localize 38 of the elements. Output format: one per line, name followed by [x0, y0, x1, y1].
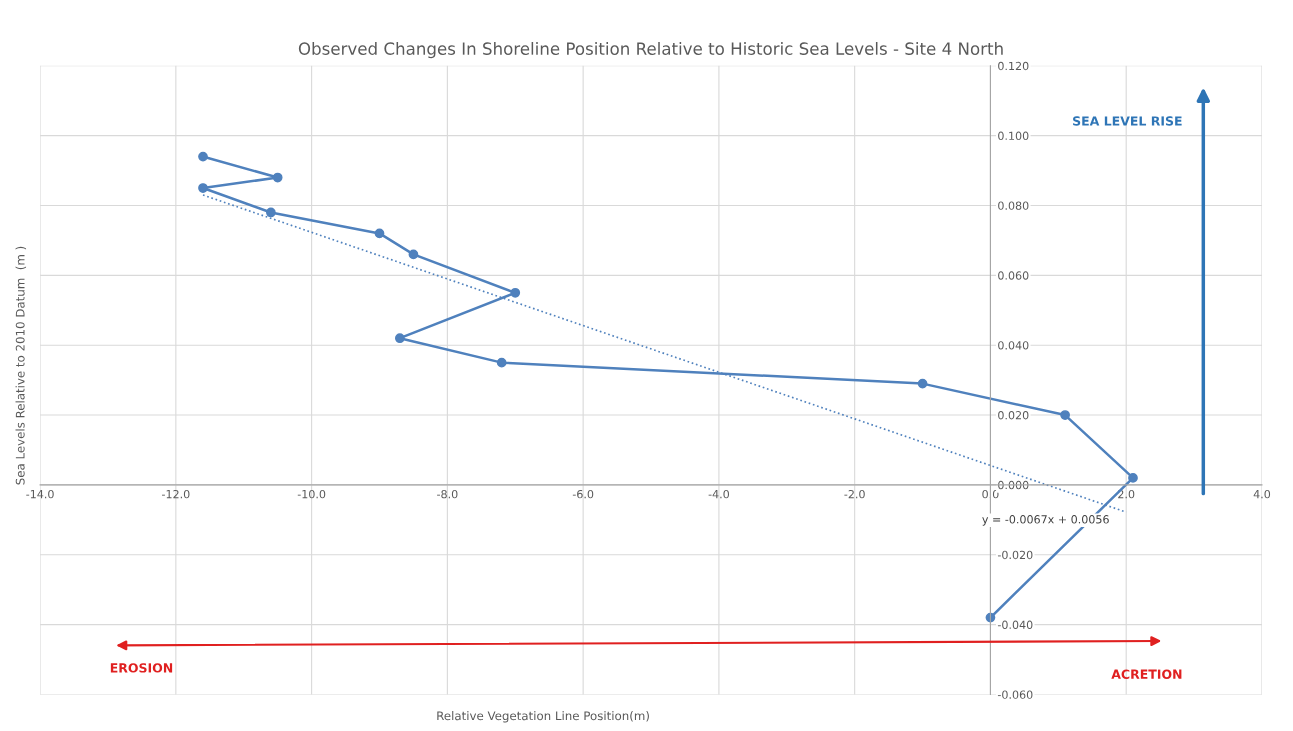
x-axis-title: Relative Vegetation Line Position(m): [437, 711, 649, 723]
point: [198, 183, 208, 193]
point: [266, 207, 276, 218]
y-tick-label: 0.000: [998, 480, 1029, 490]
x-tick-label: -8.0: [437, 489, 458, 499]
y-tick-label: -0.040: [997, 620, 1033, 629]
annotation: EROSION: [110, 663, 173, 673]
annotation: y = -0.0067x + 0.0056: [982, 515, 1109, 526]
point: [1060, 410, 1070, 420]
y-tick-label: -0.060: [997, 690, 1033, 699]
x-tick-label: 4.0: [1253, 489, 1271, 499]
x-tick-label: -2.0: [844, 489, 865, 499]
x-tick-label: -12.0: [162, 489, 190, 499]
x-tick-label: -14.0: [26, 489, 54, 499]
chart-title: Observed Changes In Shoreline Position Relative to Historic Sea Levels - Site 4 North: [298, 42, 1003, 59]
point: [1128, 473, 1138, 483]
x-tick-label: -4.0: [708, 489, 730, 499]
x-tick-label: 0.0: [982, 489, 999, 499]
point: [917, 378, 928, 389]
y-tick-label: 0.100: [998, 131, 1029, 141]
annotation: ACRETION: [1111, 669, 1182, 679]
point: [510, 287, 521, 298]
y-tick-label: -0.020: [997, 550, 1033, 560]
y-tick-label: 0.020: [998, 411, 1029, 420]
y-tick-label: 0.060: [998, 271, 1029, 280]
point: [198, 151, 208, 162]
point: [408, 249, 419, 260]
y-tick-label: 0.040: [998, 341, 1029, 350]
annotation: SEA LEVEL RISE: [1073, 116, 1182, 126]
point: [374, 228, 385, 239]
y-axis-title: Sea Levels Relative to 2010 Datum (m ): [15, 246, 27, 485]
point: [496, 357, 507, 368]
y-tick-label: 0.080: [998, 201, 1029, 210]
y-tick-label: 0.120: [998, 61, 1029, 71]
point: [272, 172, 283, 183]
x-tick-label: -6.0: [572, 489, 594, 499]
point: [394, 333, 405, 344]
x-tick-label: -10.0: [297, 489, 326, 499]
